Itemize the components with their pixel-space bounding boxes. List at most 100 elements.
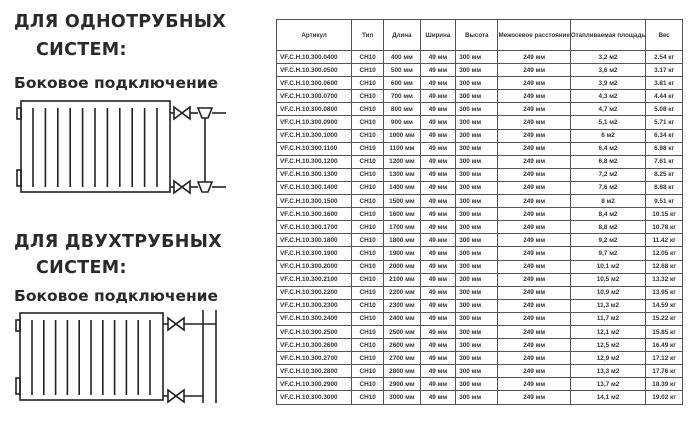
table-cell: 249 мм [497,167,571,182]
table-cell: 249 мм [497,338,571,353]
table-row: VF.C.H.10.300.2000 CH10 2000 мм 49 мм 300 мм… [275,259,683,274]
table-cell: 300 мм [455,338,499,353]
table-cell: 2100 мм [383,272,421,287]
table-cell: 300 мм [455,89,499,104]
valve-icon [167,388,185,404]
table-row: VF.C.H.10.300.2400 CH10 2400 мм 49 мм 300 мм… [275,311,683,326]
table-cell: VF.C.H.10.300.1400 [275,180,353,196]
table-cell: VF.C.H.10.300.2200 [275,285,353,300]
radiator-body [20,100,171,193]
table-cell: CH10 [351,76,385,91]
table-cell: 300 мм [455,246,499,261]
table-cell: CH10 [351,154,385,169]
valve-icon [173,105,191,121]
table-cell: 1000 мм [383,128,421,143]
table-row: VF.C.H.10.300.3000 CH10 3000 мм 49 мм 300 мм… [275,390,683,405]
tee-fitting [196,107,214,119]
table-cell: 13.95 кг [645,285,683,300]
table-row: VF.C.H.10.300.0600 CH10 600 мм 49 мм 300 мм 2… [275,76,683,91]
table-cell: 300 мм [455,76,499,91]
table-cell: 49 мм [419,220,457,235]
table-row: VF.C.H.10.300.1800 CH10 1800 мм 49 мм 300 мм… [275,233,683,248]
table-cell: 249 мм [497,141,571,156]
column-header: Тип [351,19,385,51]
table-cell: 12,1 м2 [569,324,647,340]
table-cell: 6.98 кг [645,141,683,156]
table-cell: 249 мм [497,390,571,405]
table-cell: VF.C.H.10.300.2900 [275,377,353,392]
table-cell: 1300 мм [383,167,421,182]
table-row: VF.C.H.10.300.2600 CH10 2600 мм 49 мм 300 мм… [275,338,683,353]
table-cell: 300 мм [455,102,499,117]
table-row: VF.C.H.10.300.2500 CH10 2500 мм 49 мм 300 мм… [275,324,683,340]
table-cell: 49 мм [419,141,457,156]
table-cell: CH10 [351,272,385,287]
table-cell: 2200 мм [383,285,421,300]
table-cell: 5.08 кг [645,102,683,117]
table-cell: 3000 мм [383,390,421,405]
table-cell: 249 мм [497,194,571,209]
table-cell: 249 мм [497,63,571,78]
table-cell: CH10 [351,89,385,104]
table-cell: 49 мм [419,49,457,65]
one-pipe-title-line1: ДЛЯ ОДНОТРУБНЫХ [14,12,227,32]
table-cell: 10.78 кг [645,220,683,235]
table-cell: 300 мм [455,233,499,248]
table-cell: 49 мм [419,154,457,169]
table-cell: CH10 [351,364,385,379]
table-row: VF.C.H.10.300.0500 CH10 500 мм 49 мм 300 мм 2… [275,63,683,78]
table-cell: 249 мм [497,246,571,261]
table-cell: 11,3 м2 [569,298,647,313]
table-cell: 14.59 кг [645,298,683,313]
radiator-plug [16,169,22,187]
table-cell: 49 мм [419,285,457,300]
table-cell: 6,8 м2 [569,154,647,169]
table-cell: VF.C.H.10.300.2100 [275,272,353,287]
table-row: VF.C.H.10.300.2300 CH10 2300 мм 49 мм 300 мм… [275,298,683,313]
table-cell: 249 мм [497,207,571,222]
radiator-plug [15,319,21,332]
table-cell: 11,7 м2 [569,311,647,326]
table-cell: VF.C.H.10.300.1800 [275,233,353,248]
table-cell: 300 мм [455,49,499,65]
table-cell: 2400 мм [383,311,421,326]
table-cell: 8.25 кг [645,167,683,182]
table-cell: 49 мм [419,259,457,274]
table-cell: 49 мм [419,128,457,143]
table-cell: CH10 [351,298,385,313]
table-row: VF.C.H.10.300.2900 CH10 2900 мм 49 мм 300 мм… [275,377,683,392]
column-header: Ширина [419,19,457,51]
table-cell: 300 мм [455,180,499,196]
valve-icon [167,316,185,332]
two-pipe-radiator-diagram [15,310,217,404]
table-cell: 12,9 м2 [569,351,647,366]
table-cell: 300 мм [455,63,499,78]
table-cell: 249 мм [497,102,571,117]
table-cell: 49 мм [419,194,457,209]
table-cell: 7,6 м2 [569,180,647,196]
table-cell: 2800 мм [383,364,421,379]
table-cell: 49 мм [419,89,457,104]
tee-fitting [196,181,214,193]
two-pipe-title-line2: СИСТЕМ: [36,258,127,278]
table-cell: 49 мм [419,364,457,379]
table-cell: 300 мм [455,167,499,182]
table-cell: VF.C.H.10.300.0800 [275,102,353,117]
table-cell: CH10 [351,285,385,300]
table-cell: VF.C.H.10.300.2700 [275,351,353,366]
table-cell: 15.85 кг [645,324,683,340]
table-cell: 300 мм [455,194,499,209]
column-header: Отапливаемая площадь [569,19,647,51]
table-cell: 4.44 кг [645,89,683,104]
table-cell: 400 мм [383,49,421,65]
table-cell: CH10 [351,233,385,248]
table-cell: 800 мм [383,102,421,117]
table-cell: 2.54 кг [645,49,683,65]
table-cell: 12.68 кг [645,259,683,274]
table-row: VF.C.H.10.300.1700 CH10 1700 мм 49 мм 300 мм… [275,220,683,235]
table-cell: 49 мм [419,233,457,248]
table-cell: 249 мм [497,89,571,104]
table-cell: VF.C.H.10.300.2600 [275,338,353,353]
table-cell: 11.42 кг [645,233,683,248]
table-cell: VF.C.H.10.300.0400 [275,49,353,65]
